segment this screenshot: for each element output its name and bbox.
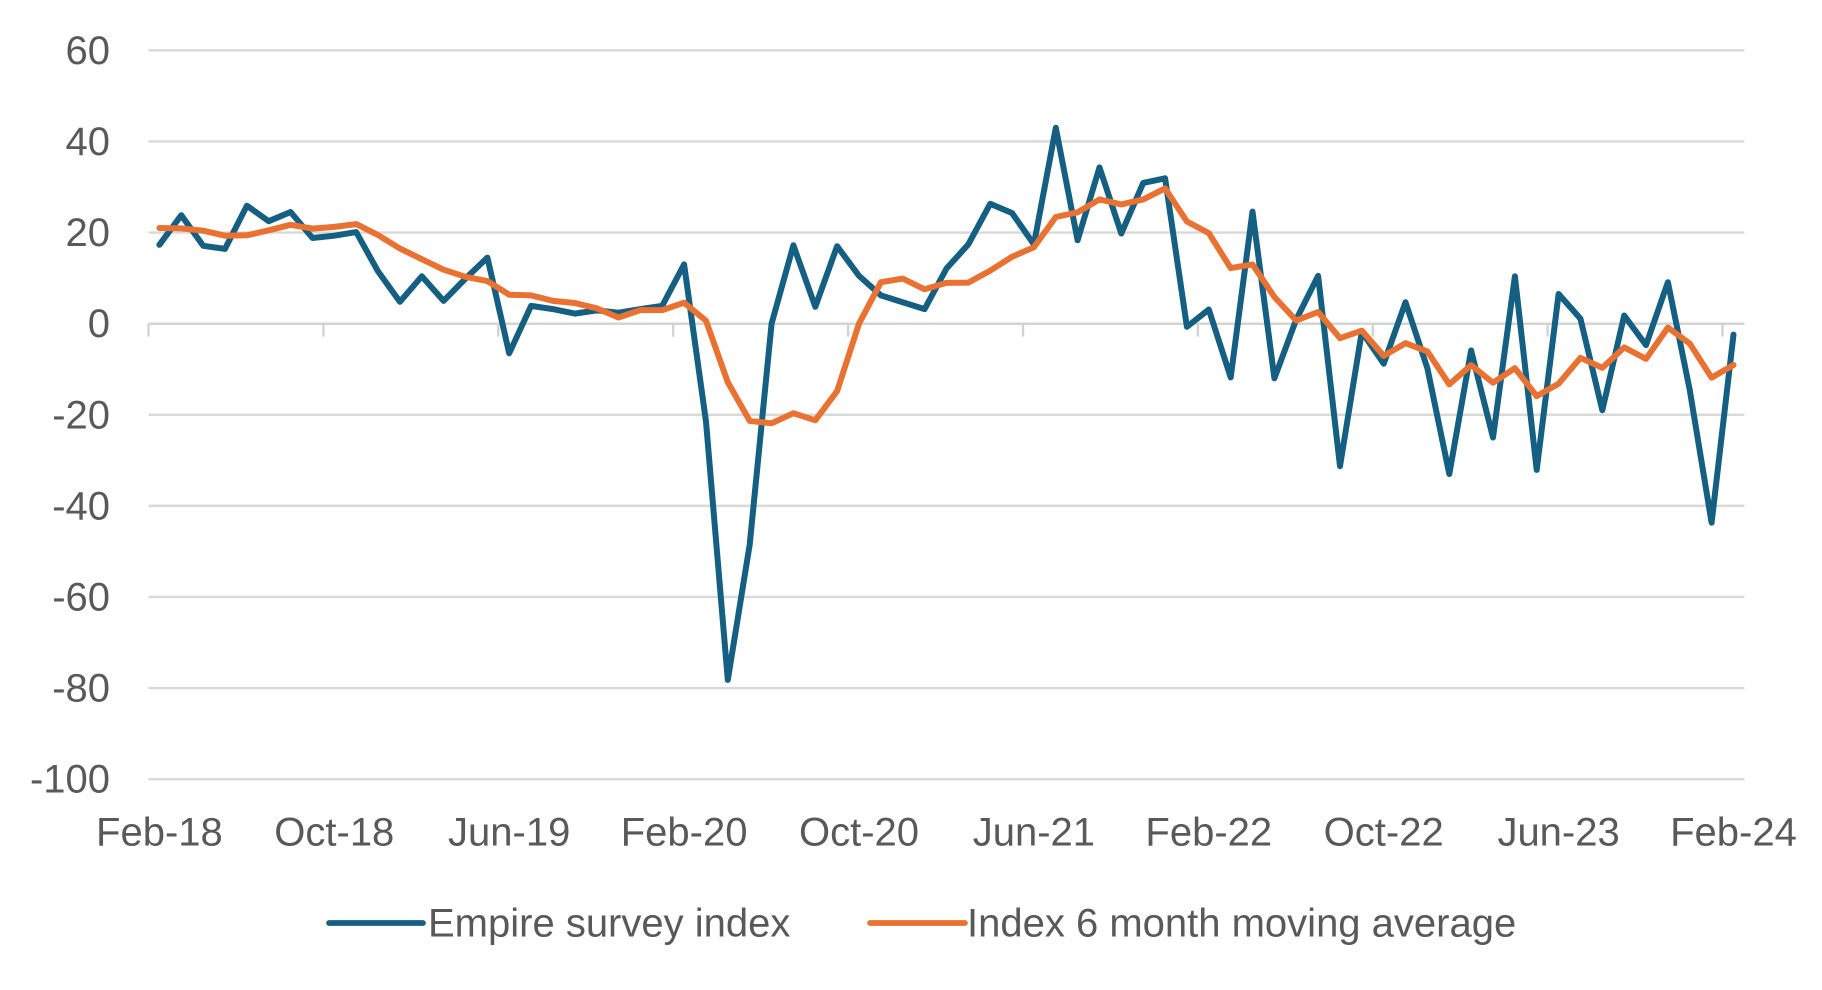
svg-text:Jun-23: Jun-23 — [1497, 811, 1619, 855]
svg-text:60: 60 — [66, 29, 111, 73]
svg-text:-80: -80 — [52, 667, 110, 711]
svg-text:Index 6 month moving average: Index 6 month moving average — [967, 902, 1516, 946]
svg-text:Oct-18: Oct-18 — [274, 811, 394, 855]
svg-text:40: 40 — [66, 120, 111, 164]
svg-text:Jun-19: Jun-19 — [448, 811, 570, 855]
svg-text:20: 20 — [66, 211, 111, 255]
svg-text:-60: -60 — [52, 576, 110, 620]
svg-text:-40: -40 — [52, 484, 110, 528]
svg-text:Feb-24: Feb-24 — [1670, 811, 1797, 855]
svg-text:Feb-18: Feb-18 — [96, 811, 223, 855]
svg-text:Feb-22: Feb-22 — [1145, 811, 1272, 855]
svg-text:Empire survey index: Empire survey index — [428, 902, 790, 946]
svg-text:0: 0 — [88, 302, 110, 346]
svg-text:Jun-21: Jun-21 — [973, 811, 1095, 855]
svg-text:-20: -20 — [52, 393, 110, 437]
svg-text:-100: -100 — [30, 758, 110, 802]
svg-text:Oct-20: Oct-20 — [799, 811, 919, 855]
svg-text:Feb-20: Feb-20 — [621, 811, 748, 855]
svg-text:Oct-22: Oct-22 — [1324, 811, 1444, 855]
